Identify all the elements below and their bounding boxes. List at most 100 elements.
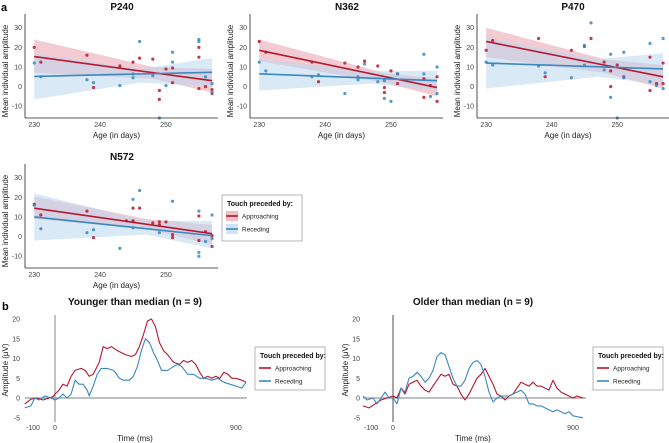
y-tick-label: -10 [12,104,22,111]
y-tick-label: -10 [237,104,247,111]
data-point-receding [138,39,142,44]
y-tick-label: 30 [14,25,22,32]
data-point-receding [609,52,613,56]
legend-erp-younger: Touch preceded by: Approaching Receding [254,346,326,391]
legend-item-receding: Receding [242,227,270,234]
data-point-receding [131,76,135,80]
y-tick-label: 5 [16,376,20,383]
data-point-approaching [210,244,214,249]
data-point-approaching [151,57,155,61]
x-axis-title: Age (in days) [93,131,140,140]
data-point-receding [661,36,665,41]
data-point-receding [654,84,659,88]
data-point-receding [170,50,175,54]
x-axis-title: Time (ms) [455,434,491,443]
y-tick-label: 20 [239,45,247,52]
confidence-band-receding [486,37,664,89]
data-point-receding [363,62,367,66]
y-tick-label: 20 [12,317,20,324]
x-tick-label: 250 [385,122,397,129]
data-point-approaching [203,85,208,89]
chart-title: N362 [335,2,359,13]
data-point-receding [170,199,175,203]
data-point-approaching [151,221,155,225]
data-point-receding [264,69,268,73]
legend-erp-older: Touch preceded by: Approaching Receding [592,346,664,391]
x-tick-label: 250 [160,272,172,279]
x-tick-label: 250 [611,122,623,129]
data-point-approaching [91,235,96,240]
y-tick-label: 5 [356,376,360,383]
legend-item-approaching: Approaching [275,366,312,373]
data-point-receding [257,60,261,64]
data-point-receding [661,86,665,91]
data-point-approaching [170,235,175,240]
erp-line-receding [24,338,247,409]
y-tick-label: 0 [18,234,22,241]
scatter-panel-n572: N572 -10 0 10 20 30 230 240 250 Age (in days) Mean… [1,152,218,290]
x-tick-label: -100 [364,425,378,432]
data-point-receding [197,39,201,44]
scatter-panel-n362: N362 -10 0 10 20 30 230 240 250 Age (in days) Mean… [226,2,443,140]
chart-title: Younger than median (n = 9) [68,297,202,308]
y-axis-title: Mean individual amplitude [1,174,10,267]
y-tick-label: 15 [12,336,20,343]
y-axis-title: Amplitude (μV) [341,343,350,396]
data-point-approaching [661,61,665,65]
data-point-approaching [138,56,142,60]
data-point-approaching [39,213,43,217]
y-tick-label: -10 [464,104,474,111]
data-point-receding [164,84,168,88]
data-point-approaching [157,88,161,93]
legend-item-receding: Receding [275,379,303,386]
regression-line-receding [34,216,213,237]
x-tick-label: 230 [253,122,265,129]
data-point-receding [197,250,201,254]
x-tick-label: 900 [230,425,242,432]
data-point-receding [389,99,393,103]
erp-panel-younger: Younger than median (n = 9) -5 0 5 10 15 20 -10… [1,297,247,443]
data-point-receding [118,84,122,88]
data-point-approaching [39,60,43,64]
data-point-receding [85,231,89,235]
data-point-receding [131,197,135,201]
legend-title: Touch preceded by: [598,353,664,360]
x-tick-label: 900 [567,425,579,432]
data-point-receding [210,82,214,86]
legend-item-approaching: Approaching [242,214,279,221]
y-tick-label: 10 [12,356,20,363]
chart-title: P470 [561,2,585,13]
x-axis-title: Age (in days) [318,131,365,140]
y-tick-label: 20 [352,317,360,324]
confidence-band-receding [34,53,213,100]
regression-line-receding [259,73,438,82]
data-point-approaching [197,214,201,218]
legend-item-receding: Receding [613,379,641,386]
x-tick-label: 0 [391,425,395,432]
regression-line-receding [34,71,213,78]
data-point-approaching [157,220,161,224]
x-axis-title: Age (in days) [544,131,591,140]
data-point-receding [138,188,142,193]
data-point-approaching [343,61,347,65]
legend-title: Touch preceded by: [227,201,293,208]
data-point-receding [582,43,587,47]
data-point-approaching [491,38,495,43]
data-point-receding [422,72,426,76]
y-tick-label: 10 [14,64,22,71]
data-point-receding [382,96,386,100]
y-tick-label: 10 [14,214,22,221]
data-point-approaching [422,95,426,99]
y-tick-label: 20 [14,195,22,202]
y-tick-label: 0 [470,84,474,91]
x-axis-title: Age (in days) [93,281,140,290]
x-tick-label: 230 [28,272,40,279]
data-point-approaching [197,238,201,243]
data-point-receding [648,80,652,84]
data-point-approaching [170,81,175,85]
data-point-approaching [197,86,201,91]
panel-label-b: b [2,301,9,313]
data-point-receding [376,80,380,84]
data-point-receding [435,65,439,69]
data-point-receding [609,95,613,99]
